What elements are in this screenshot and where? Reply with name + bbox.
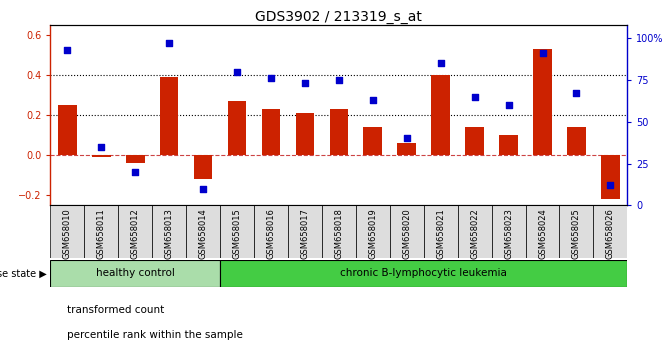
Point — [368, 97, 378, 103]
Point — [469, 94, 480, 99]
Bar — [262, 109, 280, 155]
Bar — [322, 205, 356, 258]
Point — [571, 91, 582, 96]
Text: disease state ▶: disease state ▶ — [0, 268, 47, 279]
Bar — [560, 205, 593, 258]
Point — [266, 75, 276, 81]
Point — [96, 144, 107, 150]
Bar — [160, 77, 178, 155]
Text: GSM658025: GSM658025 — [572, 208, 581, 259]
Text: GSM658018: GSM658018 — [334, 208, 344, 259]
Text: GSM658024: GSM658024 — [538, 208, 547, 259]
Bar — [492, 205, 525, 258]
Text: healthy control: healthy control — [96, 268, 174, 279]
Text: GSM658021: GSM658021 — [436, 208, 445, 259]
Point — [503, 102, 514, 108]
Point — [605, 182, 616, 188]
Bar — [58, 105, 76, 155]
Bar — [220, 260, 627, 287]
Title: GDS3902 / 213319_s_at: GDS3902 / 213319_s_at — [256, 10, 422, 24]
Text: GSM658026: GSM658026 — [606, 208, 615, 259]
Text: GSM658011: GSM658011 — [97, 208, 106, 259]
Bar — [254, 205, 288, 258]
Bar — [458, 205, 492, 258]
Bar — [364, 127, 382, 155]
Bar — [118, 205, 152, 258]
Bar — [356, 205, 390, 258]
Bar — [152, 205, 186, 258]
Point — [62, 47, 72, 53]
Bar — [92, 155, 111, 157]
Bar — [50, 205, 85, 258]
Text: GSM658022: GSM658022 — [470, 208, 479, 259]
Bar — [295, 113, 314, 155]
Bar — [390, 205, 423, 258]
Bar — [220, 205, 254, 258]
Bar — [194, 155, 213, 179]
Text: GSM658020: GSM658020 — [402, 208, 411, 259]
Text: GSM658010: GSM658010 — [63, 208, 72, 259]
Bar — [431, 75, 450, 155]
Point — [333, 77, 344, 83]
Text: GSM658014: GSM658014 — [199, 208, 207, 259]
Bar — [533, 49, 552, 155]
Bar — [593, 205, 627, 258]
Text: GSM658019: GSM658019 — [368, 208, 377, 259]
Text: GSM658013: GSM658013 — [164, 208, 174, 259]
Bar — [85, 205, 118, 258]
Point — [130, 169, 140, 175]
Text: GSM658017: GSM658017 — [301, 208, 309, 259]
Point — [198, 186, 209, 192]
Point — [164, 40, 174, 46]
Bar — [423, 205, 458, 258]
Bar — [397, 143, 416, 155]
Point — [435, 61, 446, 66]
Bar — [186, 205, 220, 258]
Bar — [227, 101, 246, 155]
Bar — [601, 155, 620, 199]
Point — [537, 50, 548, 56]
Text: chronic B-lymphocytic leukemia: chronic B-lymphocytic leukemia — [340, 268, 507, 279]
Bar — [288, 205, 322, 258]
Point — [231, 69, 242, 74]
Text: GSM658015: GSM658015 — [233, 208, 242, 259]
Bar — [465, 127, 484, 155]
Text: transformed count: transformed count — [67, 306, 164, 315]
Bar — [329, 109, 348, 155]
Bar — [567, 127, 586, 155]
Point — [299, 80, 310, 86]
Bar — [126, 155, 144, 163]
Text: GSM658016: GSM658016 — [266, 208, 276, 259]
Bar — [499, 135, 518, 155]
Point — [401, 136, 412, 141]
Text: GSM658012: GSM658012 — [131, 208, 140, 259]
Text: percentile rank within the sample: percentile rank within the sample — [67, 330, 243, 340]
Bar — [50, 260, 220, 287]
Bar — [525, 205, 560, 258]
Text: GSM658023: GSM658023 — [504, 208, 513, 259]
